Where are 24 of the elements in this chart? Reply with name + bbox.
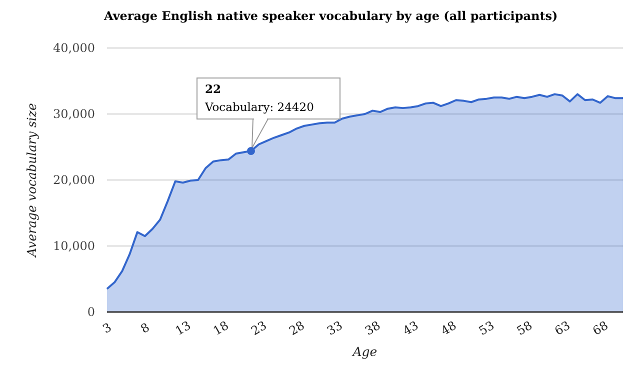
x-axis-title: Age: [352, 344, 378, 359]
annotation: 22: [205, 82, 222, 96]
x-tick-label: 68: [590, 318, 610, 338]
x-tick-label: 33: [324, 318, 345, 338]
x-tick-label: 63: [552, 318, 573, 338]
x-tick-label: 8: [138, 320, 152, 336]
x-tick-label: 18: [210, 318, 232, 338]
x-tick-label: 38: [362, 318, 383, 338]
y-tick-label: 30,000: [53, 107, 95, 122]
x-tick-label: 53: [476, 318, 497, 338]
x-tick-label: 58: [514, 318, 535, 338]
x-tick-label: 48: [438, 318, 459, 338]
y-tick-label: 20,000: [53, 173, 95, 188]
x-tick-label: 3: [100, 320, 114, 336]
x-tick-label: 23: [248, 318, 269, 338]
x-tick-label: 43: [400, 318, 421, 338]
x-tick-label: 13: [172, 318, 194, 338]
x-tick-label: 28: [286, 318, 307, 338]
y-tick-label: 10,000: [53, 239, 95, 254]
y-tick-label: 40,000: [53, 41, 95, 56]
y-tick-label: 0: [87, 305, 95, 320]
chart-title: Average English native speaker vocabulary by age (all participants): [103, 9, 558, 23]
annotation: Vocabulary: 24420: [204, 100, 314, 114]
y-axis-title: Average vocabulary size: [24, 103, 39, 258]
